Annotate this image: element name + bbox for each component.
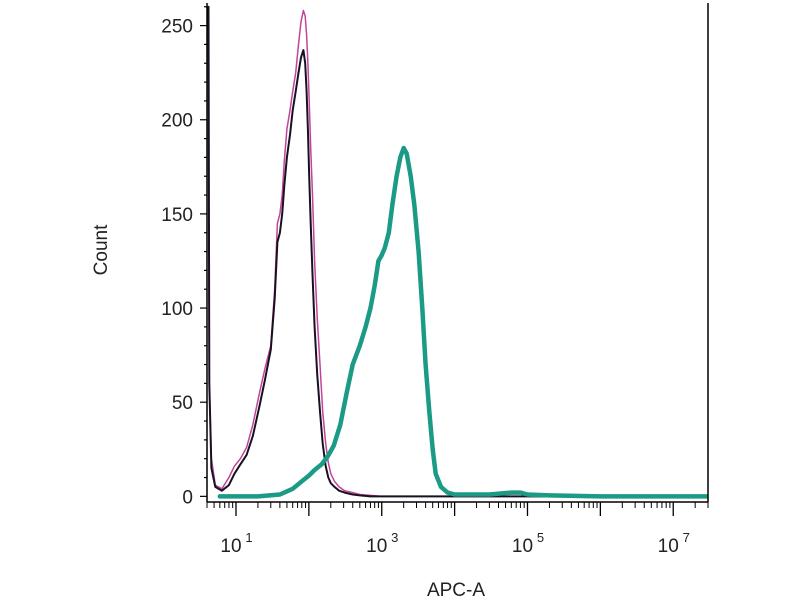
x-tick-exponent: 3 <box>391 530 398 545</box>
x-tick-exponent: 1 <box>245 530 252 545</box>
x-tick-exponent: 5 <box>537 530 544 545</box>
y-tick-label: 50 <box>172 393 193 414</box>
y-tick-label: 250 <box>161 17 193 38</box>
axes-layer <box>206 3 709 503</box>
x-tick-label: 10 <box>658 536 679 557</box>
ticks-layer <box>200 6 709 516</box>
y-tick-label: 0 <box>182 487 193 508</box>
x-tick-label: 10 <box>220 536 241 557</box>
histogram-series-2 <box>207 5 708 498</box>
y-tick-label: 100 <box>161 299 193 320</box>
histogram-series-1 <box>207 9 708 498</box>
x-tick-label: 10 <box>366 536 387 557</box>
series-layer <box>207 5 708 499</box>
histogram-series-3 <box>217 145 708 499</box>
labels-layer: 0 50 100 150 200 250 10 1 10 3 10 5 10 7 <box>161 17 690 557</box>
y-axis-title: Count <box>91 224 112 275</box>
y-tick-label: 200 <box>161 111 193 132</box>
x-tick-label: 10 <box>512 536 533 557</box>
x-axis-title: APC-A <box>427 580 485 600</box>
y-tick-label: 150 <box>161 205 193 226</box>
x-tick-exponent: 7 <box>683 530 690 545</box>
